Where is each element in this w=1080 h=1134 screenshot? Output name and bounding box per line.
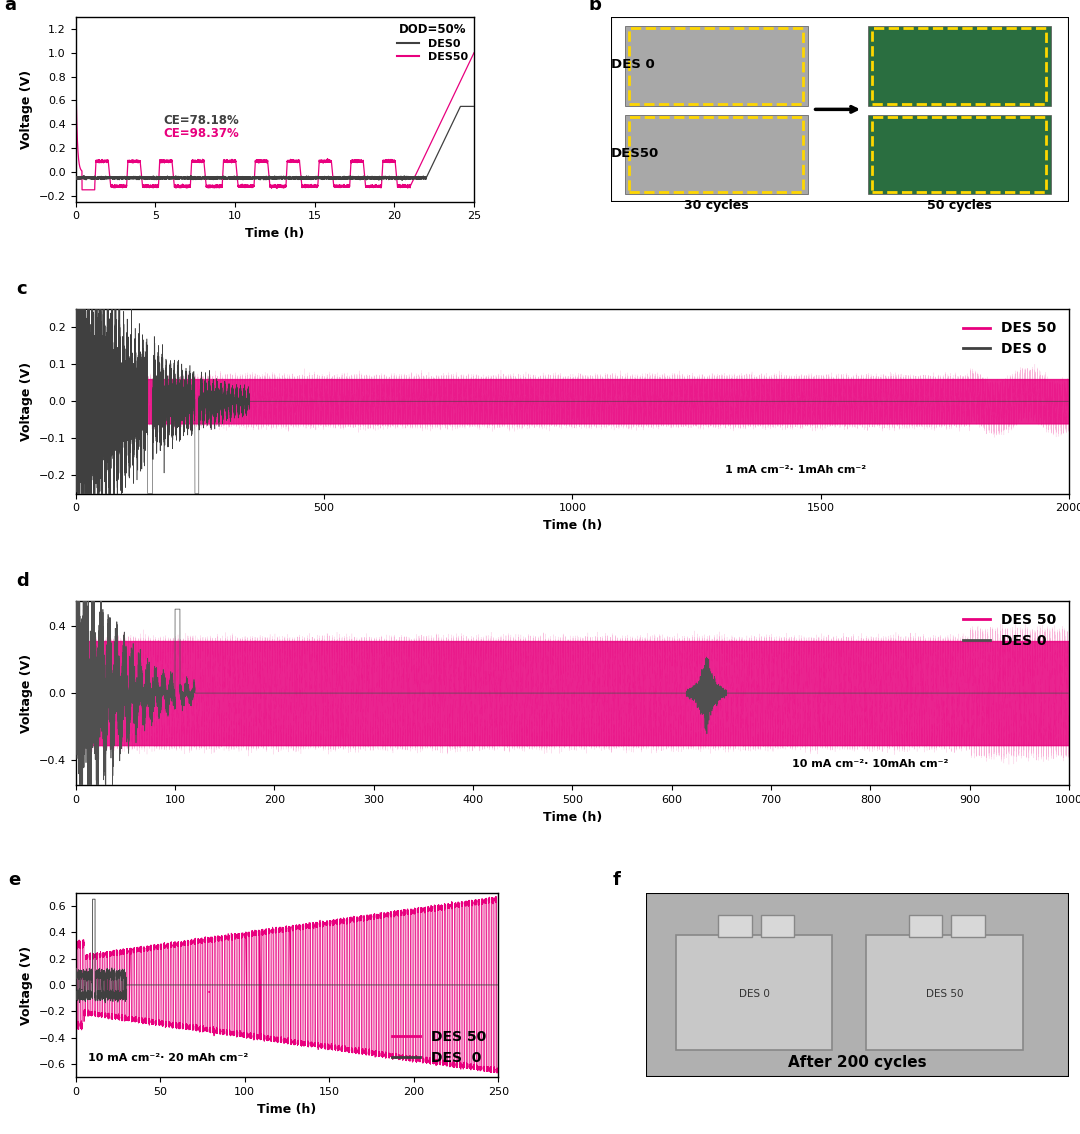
Text: After 200 cycles: After 200 cycles [788,1055,927,1069]
Bar [630,28,804,104]
Y-axis label: Voltage (V): Voltage (V) [21,946,33,1024]
Text: e: e [8,871,21,889]
Bar [908,915,943,937]
Legend: DES 50, DES 0: DES 50, DES 0 [957,608,1063,653]
Text: CE=78.18%: CE=78.18% [163,115,239,127]
Bar [625,115,808,194]
Legend: DES0, DES50: DES0, DES50 [397,23,469,62]
Bar [867,115,1051,194]
Text: 50 cycles: 50 cycles [927,200,991,212]
Text: b: b [589,0,600,14]
X-axis label: Time (h): Time (h) [543,811,602,823]
X-axis label: Time (h): Time (h) [543,519,602,532]
Text: a: a [4,0,16,14]
Legend: DES 50, DES  0: DES 50, DES 0 [387,1024,491,1070]
Text: 1 mA cm⁻²· 1mAh cm⁻²: 1 mA cm⁻²· 1mAh cm⁻² [726,465,866,475]
Bar [625,26,808,105]
Bar [950,915,985,937]
Bar [873,117,1047,193]
Bar [873,28,1047,104]
Text: c: c [16,280,27,298]
Text: DES 0: DES 0 [611,58,654,70]
X-axis label: Time (h): Time (h) [257,1102,316,1116]
X-axis label: Time (h): Time (h) [245,227,305,240]
Legend: DES 50, DES 0: DES 50, DES 0 [957,315,1063,362]
Y-axis label: Voltage (V): Voltage (V) [21,362,33,441]
Bar [630,117,804,193]
Bar [676,936,833,1050]
Y-axis label: Voltage (V): Voltage (V) [21,70,33,149]
Text: 30 cycles: 30 cycles [684,200,748,212]
Text: DES 0: DES 0 [739,989,770,999]
Bar [760,915,795,937]
Text: 10 mA cm⁻²· 10mAh cm⁻²: 10 mA cm⁻²· 10mAh cm⁻² [793,759,948,769]
Text: DES 50: DES 50 [926,989,963,999]
Bar [718,915,752,937]
Text: f: f [612,871,620,889]
Bar [866,936,1023,1050]
Text: DES50: DES50 [611,147,659,160]
Text: 10 mA cm⁻²· 20 mAh cm⁻²: 10 mA cm⁻²· 20 mAh cm⁻² [89,1052,248,1063]
Y-axis label: Voltage (V): Voltage (V) [21,653,33,733]
Text: CE=98.37%: CE=98.37% [163,127,239,141]
Text: d: d [16,572,29,590]
Bar [867,26,1051,105]
